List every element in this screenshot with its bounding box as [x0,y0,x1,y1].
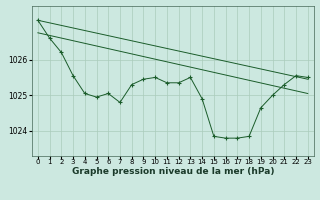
X-axis label: Graphe pression niveau de la mer (hPa): Graphe pression niveau de la mer (hPa) [72,167,274,176]
